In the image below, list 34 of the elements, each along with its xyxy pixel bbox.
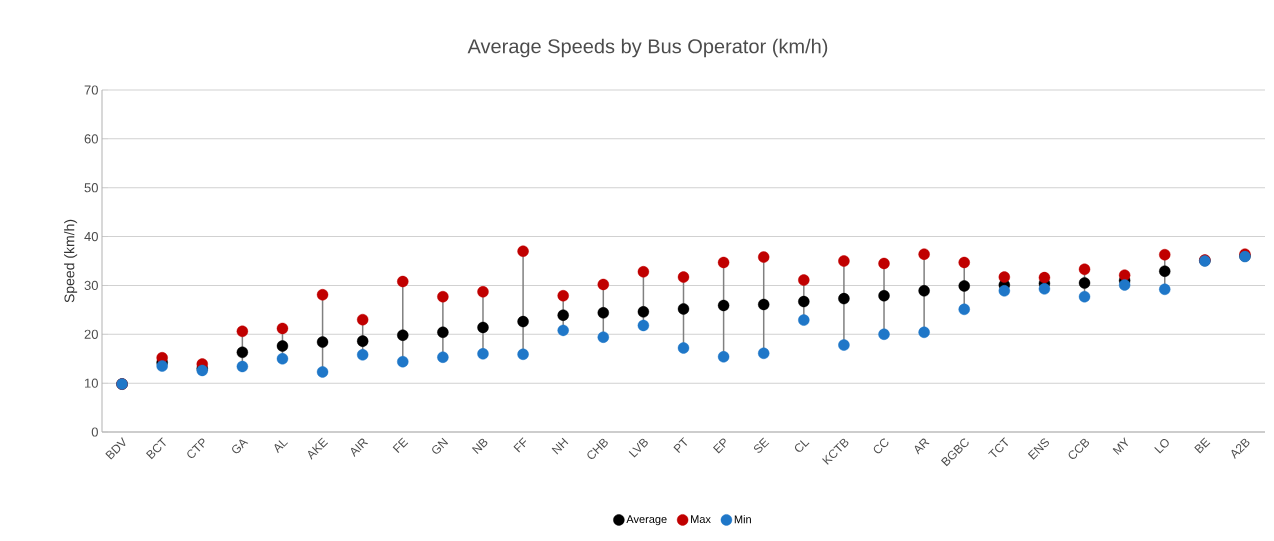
legend-label: Max (691, 515, 711, 524)
x-tick-label: GN (432, 437, 449, 454)
y-tick-label: 10 (85, 378, 98, 388)
x-tick-label: CL (794, 440, 810, 452)
y-tick-label: 50 (84, 183, 98, 193)
y-tick-label: 30 (84, 280, 98, 291)
legend-label: Min (734, 515, 751, 524)
x-tick-label: AIR (350, 438, 369, 457)
x-tick-label: LVB (628, 438, 648, 458)
y-tick-label: 70 (84, 85, 98, 95)
y-axis-title: Speed (km/h) (64, 219, 78, 303)
x-tick-label: GA (232, 439, 249, 454)
x-tick-label: SE (754, 437, 770, 453)
legend-label: Average (626, 515, 667, 526)
y-tick-label: 20 (84, 329, 98, 339)
x-tick-label: TCT (988, 437, 1009, 458)
y-tick-label: 40 (84, 231, 98, 242)
x-tick-label: CTP (187, 438, 205, 458)
x-tick-label: FF (513, 437, 527, 453)
x-tick-label: BE (1194, 437, 1211, 454)
x-tick-label: LO (1154, 438, 1169, 454)
y-tick-label: 0 (91, 427, 98, 437)
x-tick-label: NB (471, 438, 488, 454)
x-tick-label: CC (873, 438, 889, 454)
y-tick-label: 60 (84, 134, 98, 144)
x-tick-label: NH (551, 437, 569, 455)
x-tick-label: AR (914, 438, 930, 455)
x-tick-label: CCB (1068, 438, 1090, 459)
x-tick-label: EP (713, 438, 726, 454)
chart-title: Average Speeds by Bus Operator (km/h) (467, 38, 828, 58)
x-tick-label: FE (392, 437, 409, 453)
x-tick-label: PT (673, 437, 688, 453)
x-tick-label: MY (1112, 437, 1129, 455)
x-tick-label: AL (274, 440, 289, 454)
